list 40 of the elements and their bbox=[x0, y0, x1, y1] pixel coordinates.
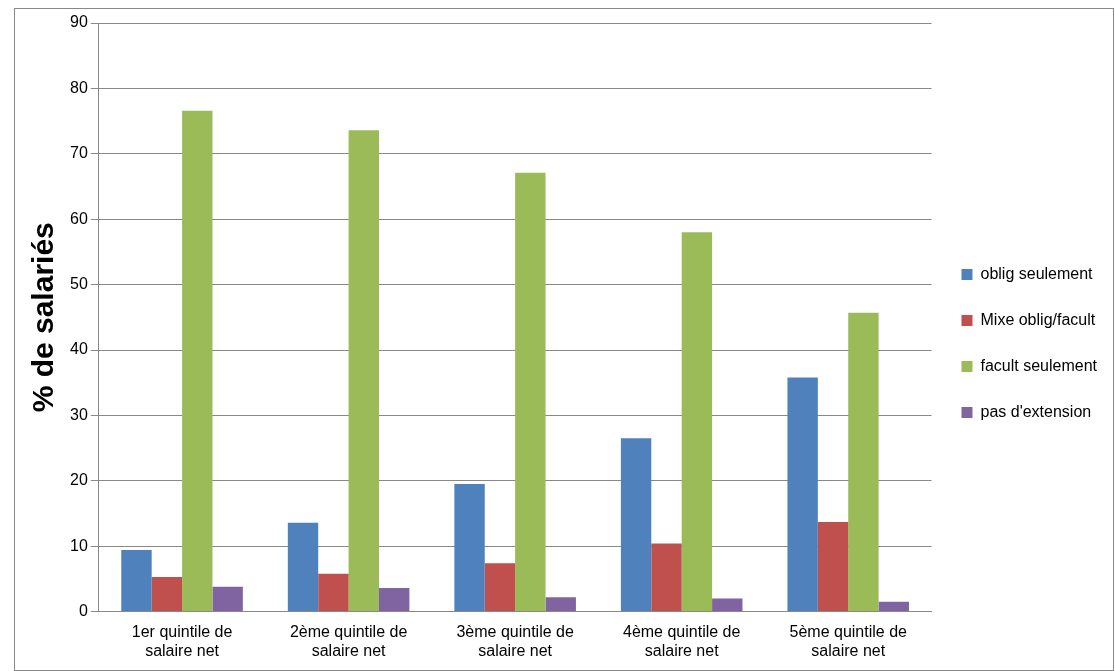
y-tick-label: 0 bbox=[78, 602, 88, 620]
bar bbox=[515, 172, 546, 612]
bar bbox=[817, 522, 849, 612]
y-tick-label: 20 bbox=[70, 471, 88, 489]
bar bbox=[121, 550, 152, 612]
bar bbox=[318, 573, 349, 612]
bar bbox=[348, 130, 379, 612]
bar bbox=[712, 598, 743, 612]
bar bbox=[212, 586, 243, 612]
x-tick-label: 4ème quintile de salaire net bbox=[622, 622, 741, 659]
bar bbox=[848, 312, 879, 612]
legend-label: Mixe oblig/facult bbox=[980, 310, 1096, 328]
bar bbox=[620, 438, 652, 612]
y-tick-label: 60 bbox=[70, 209, 88, 227]
y-tick-label: 80 bbox=[70, 78, 88, 96]
bar bbox=[287, 522, 319, 612]
legend-label: facult seulement bbox=[980, 356, 1098, 374]
y-tick-label: 50 bbox=[70, 275, 88, 293]
legend-label: oblig seulement bbox=[980, 264, 1094, 282]
bar bbox=[151, 576, 183, 612]
y-tick-label: 70 bbox=[70, 144, 88, 162]
bar bbox=[545, 597, 576, 612]
bar bbox=[454, 484, 485, 612]
y-tick-label: 30 bbox=[70, 405, 88, 423]
y-axis-title: % de salariés bbox=[26, 222, 60, 413]
x-tick-label: 2ème quintile de salaire net bbox=[289, 622, 408, 659]
legend-label: pas d'extension bbox=[980, 402, 1092, 420]
x-tick-label: 1er quintile de salaire net bbox=[131, 622, 233, 659]
x-tick-label: 5ème quintile de salaire net bbox=[789, 622, 908, 659]
bar bbox=[484, 563, 516, 612]
bar bbox=[182, 110, 213, 612]
bar bbox=[878, 601, 910, 612]
bar bbox=[681, 232, 713, 612]
y-tick-label: 40 bbox=[70, 340, 88, 358]
y-tick-label: 10 bbox=[70, 536, 88, 554]
x-tick-label: 3ème quintile de salaire net bbox=[456, 622, 574, 659]
y-tick-label: 90 bbox=[70, 13, 88, 31]
bar bbox=[787, 377, 818, 612]
bar bbox=[379, 588, 410, 612]
bar bbox=[651, 543, 682, 612]
